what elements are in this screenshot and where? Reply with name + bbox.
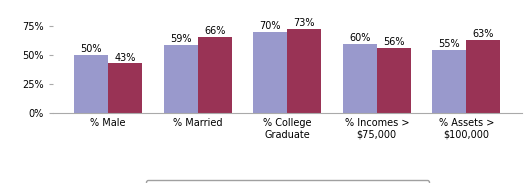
Bar: [74, 55, 108, 113]
Text: 73%: 73%: [294, 18, 315, 28]
Text: 66%: 66%: [204, 26, 226, 36]
Bar: [253, 32, 287, 113]
Legend: Active Federal Buyers, Employer Group Buyers: Active Federal Buyers, Employer Group Bu…: [145, 180, 429, 183]
Bar: [108, 64, 142, 113]
Bar: [432, 50, 466, 113]
Bar: [377, 48, 411, 113]
Text: 56%: 56%: [383, 38, 405, 47]
Bar: [343, 44, 377, 113]
Text: 60%: 60%: [349, 33, 370, 43]
Text: 63%: 63%: [473, 29, 494, 39]
Bar: [287, 29, 321, 113]
Text: 50%: 50%: [80, 44, 102, 54]
Text: 70%: 70%: [259, 21, 281, 31]
Bar: [198, 37, 232, 113]
Text: 55%: 55%: [438, 39, 460, 49]
Bar: [163, 45, 198, 113]
Text: 59%: 59%: [170, 34, 191, 44]
Bar: [466, 40, 501, 113]
Text: 43%: 43%: [114, 53, 136, 63]
